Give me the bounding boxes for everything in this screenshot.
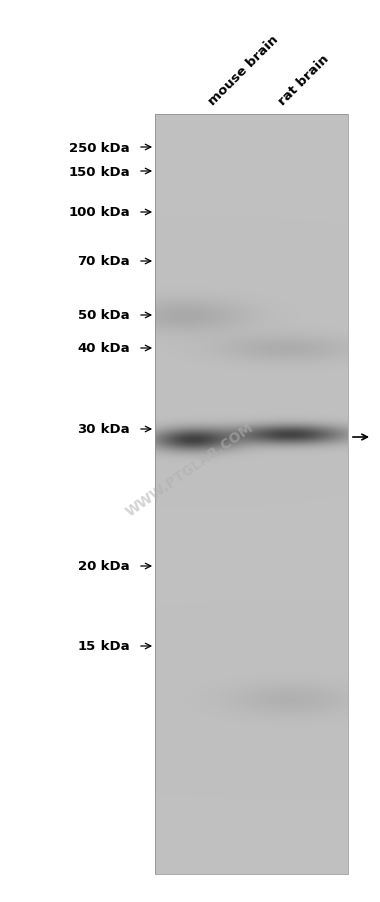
Text: 150: 150 [68, 165, 96, 179]
Bar [155, 115, 348, 874]
Text: kDa: kDa [96, 342, 130, 355]
Text: kDa: kDa [96, 165, 130, 179]
Text: 30: 30 [78, 423, 96, 436]
Text: kDa: kDa [96, 207, 130, 219]
Text: kDa: kDa [96, 560, 130, 573]
Text: kDa: kDa [96, 423, 130, 436]
Bar [155, 115, 348, 874]
Text: kDa: kDa [96, 640, 130, 653]
Text: 40: 40 [78, 342, 96, 355]
Text: 70: 70 [78, 255, 96, 268]
Text: mouse brain: mouse brain [206, 32, 281, 108]
Text: kDa: kDa [96, 255, 130, 268]
Text: rat brain: rat brain [276, 52, 331, 108]
Text: 20: 20 [78, 560, 96, 573]
Text: 50: 50 [78, 309, 96, 322]
Text: 100: 100 [68, 207, 96, 219]
Text: 250: 250 [68, 142, 96, 154]
Text: kDa: kDa [96, 142, 130, 154]
Text: kDa: kDa [96, 309, 130, 322]
Text: 15: 15 [78, 640, 96, 653]
Text: WWW.PTGLAB.COM: WWW.PTGLAB.COM [124, 419, 256, 519]
